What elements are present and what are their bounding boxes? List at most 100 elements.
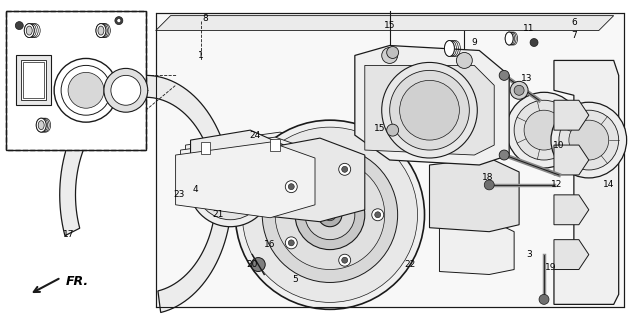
- Circle shape: [387, 46, 399, 59]
- Bar: [6, 11, 146, 150]
- Circle shape: [225, 179, 237, 191]
- Circle shape: [484, 180, 494, 190]
- Ellipse shape: [98, 26, 104, 35]
- Polygon shape: [355, 45, 509, 165]
- Text: 23: 23: [173, 190, 184, 199]
- Circle shape: [514, 100, 574, 160]
- Circle shape: [288, 184, 294, 190]
- Ellipse shape: [27, 26, 32, 35]
- Circle shape: [324, 209, 336, 221]
- Text: 16: 16: [264, 240, 276, 249]
- Circle shape: [208, 163, 252, 207]
- Circle shape: [15, 22, 23, 29]
- Circle shape: [559, 110, 618, 170]
- Text: 7: 7: [571, 31, 577, 40]
- Circle shape: [339, 163, 351, 175]
- Polygon shape: [186, 132, 325, 208]
- Polygon shape: [554, 145, 589, 175]
- Circle shape: [54, 59, 118, 122]
- Polygon shape: [554, 195, 589, 225]
- Circle shape: [275, 160, 385, 269]
- Text: 19: 19: [545, 263, 557, 272]
- Circle shape: [342, 257, 348, 263]
- Circle shape: [387, 124, 399, 136]
- Text: 24: 24: [250, 131, 261, 140]
- Polygon shape: [365, 65, 494, 155]
- Text: 21: 21: [213, 210, 224, 219]
- Circle shape: [68, 72, 104, 108]
- Circle shape: [104, 68, 148, 112]
- Ellipse shape: [505, 32, 513, 45]
- Circle shape: [61, 65, 111, 115]
- Circle shape: [382, 47, 398, 63]
- Circle shape: [295, 180, 365, 250]
- Text: 12: 12: [551, 180, 563, 189]
- Circle shape: [456, 52, 473, 68]
- Circle shape: [499, 70, 509, 80]
- Polygon shape: [156, 13, 623, 307]
- Text: 4: 4: [192, 185, 198, 194]
- Polygon shape: [156, 16, 614, 31]
- Circle shape: [499, 150, 509, 160]
- Ellipse shape: [444, 41, 454, 56]
- Text: 13: 13: [521, 74, 533, 83]
- Text: 9: 9: [471, 38, 477, 47]
- Text: 15: 15: [374, 124, 386, 132]
- Polygon shape: [554, 240, 589, 269]
- Text: 5: 5: [292, 275, 298, 284]
- Bar: [6, 11, 146, 150]
- Ellipse shape: [24, 24, 34, 37]
- Bar: [23, 62, 44, 98]
- Circle shape: [569, 120, 609, 160]
- Circle shape: [117, 19, 121, 23]
- Text: 20: 20: [247, 260, 258, 269]
- Circle shape: [235, 120, 425, 309]
- Circle shape: [111, 76, 141, 105]
- Circle shape: [342, 166, 348, 172]
- Polygon shape: [180, 137, 320, 213]
- Circle shape: [339, 254, 351, 266]
- Text: 15: 15: [384, 21, 396, 30]
- Circle shape: [262, 147, 398, 283]
- Polygon shape: [554, 100, 589, 130]
- Polygon shape: [554, 60, 618, 304]
- Text: 18: 18: [481, 173, 493, 182]
- Text: 6: 6: [571, 18, 577, 27]
- Circle shape: [285, 181, 297, 193]
- Polygon shape: [60, 76, 232, 313]
- Polygon shape: [439, 220, 514, 275]
- Text: FR.: FR.: [66, 275, 89, 288]
- Circle shape: [372, 209, 384, 221]
- Bar: [21, 60, 46, 100]
- Circle shape: [318, 203, 342, 227]
- Circle shape: [242, 127, 418, 302]
- Circle shape: [216, 171, 244, 199]
- Polygon shape: [175, 142, 315, 218]
- Circle shape: [382, 62, 477, 158]
- Circle shape: [375, 212, 380, 218]
- Bar: [16, 55, 51, 105]
- Polygon shape: [256, 138, 365, 222]
- Bar: [270, 139, 280, 151]
- Ellipse shape: [36, 118, 46, 132]
- Circle shape: [189, 143, 272, 227]
- Ellipse shape: [38, 121, 44, 130]
- Circle shape: [524, 110, 564, 150]
- Circle shape: [530, 38, 538, 46]
- Circle shape: [506, 92, 582, 168]
- Text: 1: 1: [198, 51, 203, 60]
- Circle shape: [514, 85, 524, 95]
- Polygon shape: [430, 158, 519, 232]
- Text: 10: 10: [553, 140, 565, 149]
- Text: 8: 8: [203, 14, 208, 23]
- Circle shape: [539, 294, 549, 304]
- Text: 14: 14: [603, 180, 615, 189]
- Text: 3: 3: [526, 250, 532, 259]
- Polygon shape: [191, 130, 295, 210]
- Circle shape: [288, 240, 294, 246]
- Circle shape: [251, 258, 265, 271]
- Text: 11: 11: [523, 24, 535, 33]
- Text: 17: 17: [63, 230, 75, 239]
- Circle shape: [390, 70, 469, 150]
- Circle shape: [399, 80, 459, 140]
